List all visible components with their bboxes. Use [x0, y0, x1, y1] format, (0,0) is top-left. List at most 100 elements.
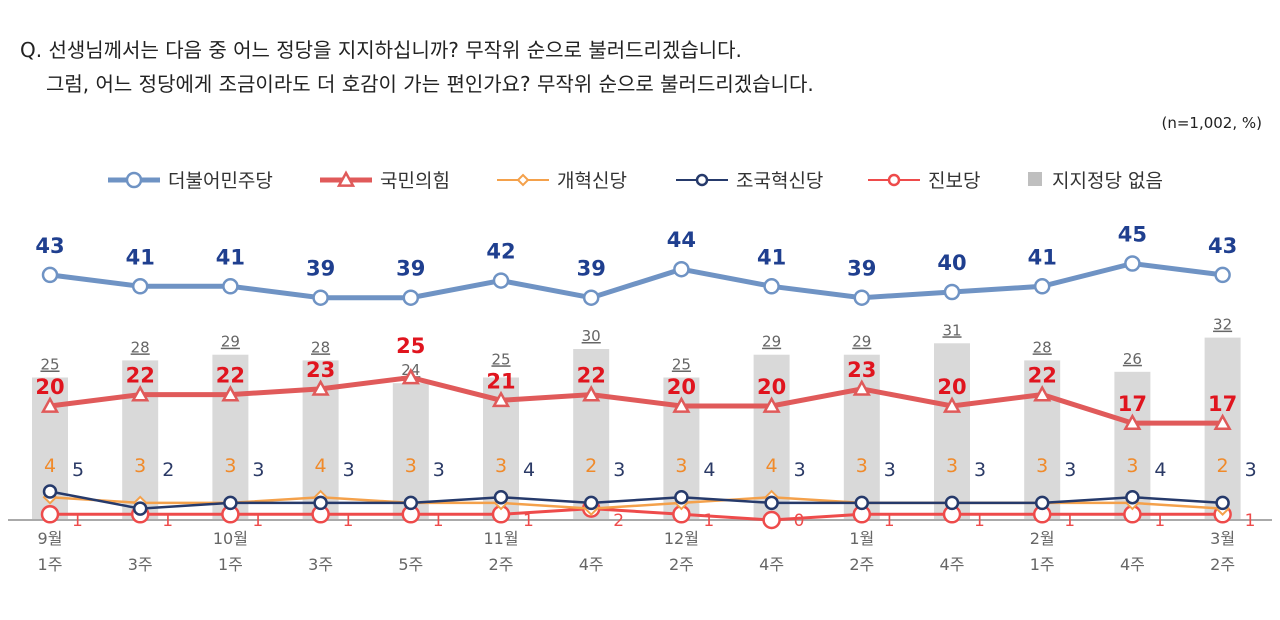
- x-tick-week: 2주: [489, 555, 514, 574]
- x-tick-week: 2주: [1210, 555, 1235, 574]
- data-label: 3: [946, 455, 958, 477]
- data-label: 1: [523, 511, 534, 531]
- data-point: [40, 505, 60, 524]
- data-label: 1: [1064, 511, 1075, 531]
- data-point: [1213, 413, 1232, 430]
- data-label: 21: [486, 369, 515, 393]
- data-point: [763, 278, 780, 295]
- x-tick-month: 9월: [38, 529, 63, 548]
- data-label: 3: [884, 459, 896, 481]
- data-point: [854, 495, 870, 511]
- x-tick-week: 1주: [218, 555, 243, 574]
- data-label: 39: [577, 257, 606, 281]
- data-label: 2: [585, 455, 597, 477]
- legend-label: 진보당: [928, 170, 980, 192]
- data-label: 3: [252, 459, 264, 481]
- data-label: 3: [613, 459, 625, 481]
- data-label: 3: [1126, 455, 1138, 477]
- data-label: 45: [1118, 223, 1147, 247]
- data-point: [311, 379, 330, 396]
- question-line-2: 그럼, 어느 정당에게 조금이라도 더 호감이 가는 편인가요? 무작위 순으로…: [46, 72, 814, 96]
- x-tick-month: 3월: [1210, 529, 1235, 548]
- data-label: 22: [216, 364, 245, 388]
- data-label: 4: [523, 459, 535, 481]
- data-label: 41: [216, 245, 245, 269]
- x-tick-week: 5주: [398, 555, 423, 574]
- data-point: [132, 501, 148, 516]
- data-point: [313, 495, 328, 511]
- data-point: [674, 489, 689, 505]
- data-label: 3: [1036, 455, 1048, 477]
- data-label: 22: [1028, 364, 1057, 388]
- x-tick-week: 1주: [38, 555, 63, 574]
- data-label: 3: [343, 459, 355, 481]
- data-point: [1034, 495, 1050, 511]
- data-point: [401, 367, 420, 385]
- x-tick-week: 4주: [759, 555, 784, 574]
- data-label: 23: [847, 358, 876, 382]
- data-label: 44: [667, 228, 696, 252]
- data-label: 3: [794, 459, 806, 481]
- legend-label: 개혁신당: [557, 170, 627, 192]
- data-point: [402, 289, 420, 306]
- x-tick-week: 4주: [579, 555, 604, 574]
- data-label: 5: [72, 459, 84, 481]
- data-point: [1214, 266, 1231, 284]
- data-point: [1033, 278, 1051, 295]
- data-label: 20: [667, 375, 696, 399]
- data-point: [1123, 413, 1142, 430]
- data-label: 3: [134, 455, 146, 477]
- series-line-0: [49, 260, 1223, 301]
- bar-label: 32: [1213, 316, 1232, 334]
- data-label: 39: [847, 257, 876, 281]
- data-label: 25: [396, 334, 425, 358]
- data-label: 1: [162, 511, 173, 531]
- data-label: 3: [405, 455, 417, 477]
- x-tick-week: 3주: [128, 555, 153, 574]
- data-point: [944, 495, 960, 511]
- data-label: 43: [1208, 234, 1237, 258]
- bar-label: 29: [852, 333, 871, 351]
- data-point: [131, 385, 150, 402]
- data-label: 3: [675, 455, 687, 477]
- data-label: 1: [703, 511, 714, 531]
- data-point: [222, 278, 239, 295]
- x-tick-week: 4주: [1120, 555, 1145, 574]
- data-label: 3: [974, 459, 986, 481]
- data-label: 1: [252, 511, 263, 531]
- data-label: 3: [856, 455, 868, 477]
- data-label: 4: [44, 455, 56, 477]
- data-point: [762, 510, 781, 530]
- data-label: 1: [343, 511, 354, 531]
- legend-marker: [887, 173, 901, 187]
- x-tick-month: 12월: [664, 529, 699, 548]
- data-label: 1: [974, 511, 985, 531]
- data-label: 2: [1217, 455, 1229, 477]
- x-tick-week: 2주: [669, 555, 694, 574]
- data-point: [131, 278, 149, 295]
- data-label: 41: [1028, 245, 1057, 269]
- data-point: [852, 379, 871, 396]
- data-point: [42, 484, 58, 499]
- bar-no-party: [212, 354, 249, 520]
- data-label: 1: [433, 511, 444, 531]
- data-point: [41, 266, 59, 284]
- bar-no-party: [573, 349, 610, 520]
- data-label: 1: [72, 511, 83, 531]
- data-point: [942, 396, 962, 413]
- data-label: 20: [757, 375, 786, 399]
- legend-label: 지지정당 없음: [1052, 170, 1163, 192]
- x-tick-week: 4주: [940, 555, 965, 574]
- sample-note: (n=1,002, %): [1161, 114, 1262, 132]
- data-label: 42: [486, 240, 515, 264]
- bar-label: 28: [131, 338, 150, 356]
- x-tick-week: 3주: [308, 555, 333, 574]
- x-tick-month: 10월: [213, 529, 248, 548]
- bar-label: 29: [221, 333, 240, 351]
- data-label: 0: [794, 511, 805, 531]
- data-label: 20: [937, 375, 966, 399]
- data-label: 2: [162, 459, 174, 481]
- bar-label: 25: [672, 356, 691, 374]
